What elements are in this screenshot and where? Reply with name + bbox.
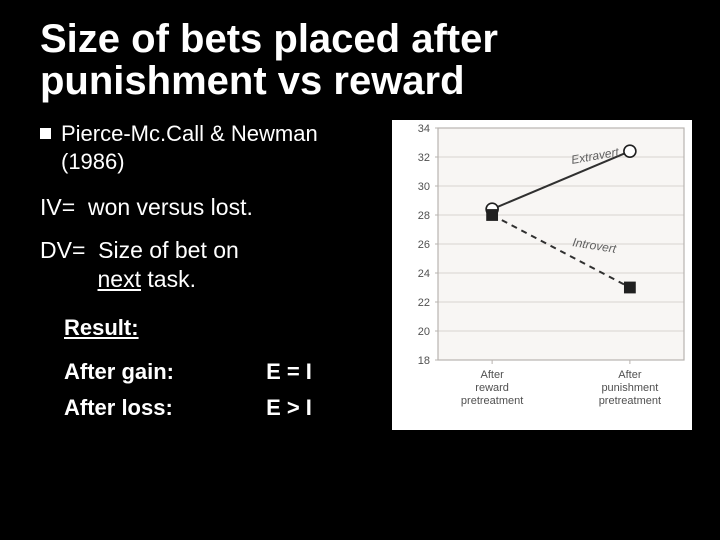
line-chart: 182022242628303234Afterrewardpretreatmen… <box>392 120 692 430</box>
body-area: Pierce-Mc.Call & Newman (1986) IV= won v… <box>40 120 692 430</box>
svg-text:punishment: punishment <box>601 382 658 394</box>
svg-text:26: 26 <box>418 239 430 251</box>
chart-column: 182022242628303234Afterrewardpretreatmen… <box>388 120 692 430</box>
after-gain-value: E = I <box>266 359 380 385</box>
svg-text:22: 22 <box>418 297 430 309</box>
iv-label: IV= <box>40 194 75 220</box>
result-label: Result: <box>64 315 380 341</box>
svg-text:After: After <box>481 369 505 381</box>
result-block: Result: After gain: E = I After loss: E … <box>64 315 380 421</box>
dv-text1: Size of bet on <box>98 237 239 263</box>
svg-text:pretreatment: pretreatment <box>599 395 661 407</box>
dv-next: next <box>98 266 141 292</box>
dv-rest: task. <box>141 266 196 292</box>
bullet-icon <box>40 128 51 139</box>
text-column: Pierce-Mc.Call & Newman (1986) IV= won v… <box>40 120 380 430</box>
dv-label: DV= <box>40 237 85 263</box>
svg-text:30: 30 <box>418 181 430 193</box>
svg-text:28: 28 <box>418 210 430 222</box>
after-gain-label: After gain: <box>64 359 242 385</box>
iv-dv-block: IV= won versus lost. DV= Size of bet on … <box>40 193 380 293</box>
svg-text:After: After <box>618 369 642 381</box>
svg-text:pretreatment: pretreatment <box>461 395 523 407</box>
iv-text: won versus lost. <box>88 194 253 220</box>
dv-row: DV= Size of bet on next task. <box>40 236 380 294</box>
after-loss-label: After loss: <box>64 395 242 421</box>
svg-text:32: 32 <box>418 152 430 164</box>
citation-row: Pierce-Mc.Call & Newman (1986) <box>40 120 380 175</box>
after-loss-value: E > I <box>266 395 380 421</box>
citation-text: Pierce-Mc.Call & Newman (1986) <box>61 120 380 175</box>
svg-text:18: 18 <box>418 355 430 367</box>
slide-title: Size of bets placed after punishment vs … <box>40 18 692 102</box>
svg-text:34: 34 <box>418 123 430 135</box>
result-grid: After gain: E = I After loss: E > I <box>64 359 380 421</box>
iv-row: IV= won versus lost. <box>40 193 380 222</box>
slide: Size of bets placed after punishment vs … <box>0 0 720 540</box>
svg-text:20: 20 <box>418 326 430 338</box>
svg-text:reward: reward <box>475 382 509 394</box>
svg-text:24: 24 <box>418 268 430 280</box>
